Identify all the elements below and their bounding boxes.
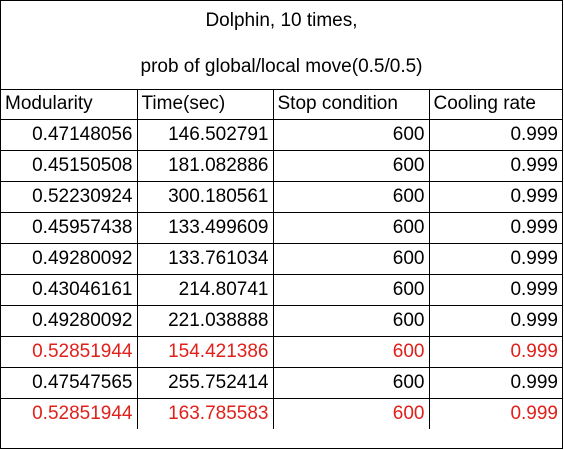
cell-cooling-rate: 0.999 [428,181,562,213]
title-line-2: prob of global/local move(0.5/0.5) [140,56,423,77]
cell-cooling-rate: 0.999 [428,367,562,399]
cell-time: 214.80741 [136,274,274,306]
table-row: 0.52851944 154.421386 600 0.999 [1,336,562,368]
table-row: 0.45957438 133.499609 600 0.999 [1,212,562,244]
cell-modularity: 0.47148056 [1,119,138,151]
cell-stop-condition: 600 [272,274,430,306]
cell-cooling-rate: 0.999 [428,119,562,151]
table-row: 0.52851944 163.785583 600 0.999 [1,398,562,429]
cell-cooling-rate: 0.999 [428,243,562,275]
table-row: 0.43046161 214.80741 600 0.999 [1,274,562,306]
cell-stop-condition: 600 [272,119,430,151]
column-header-stop-condition: Stop condition [272,89,430,120]
table-row: 0.49280092 133.761034 600 0.999 [1,243,562,275]
table-row: 0.52230924 300.180561 600 0.999 [1,181,562,213]
cell-modularity: 0.47547565 [1,367,138,399]
table-row: 0.47148056 146.502791 600 0.999 [1,119,562,151]
cell-modularity: 0.52851944 [1,336,138,368]
table-body: 0.47148056 146.502791 600 0.999 0.45150508 18… [1,119,562,429]
cell-cooling-rate: 0.999 [428,150,562,182]
title-line-1: Dolphin, 10 times, [205,10,358,31]
cell-time: 133.499609 [136,212,274,244]
cell-time: 181.082886 [136,150,274,182]
cell-cooling-rate: 0.999 [428,212,562,244]
cell-cooling-rate: 0.999 [428,274,562,306]
table-row: 0.47547565 255.752414 600 0.999 [1,367,562,399]
cell-modularity: 0.52230924 [1,181,138,213]
results-table: Modularity Time(sec) Stop condition Cool… [1,89,562,429]
cell-time: 300.180561 [136,181,274,213]
table-row: 0.45150508 181.082886 600 0.999 [1,150,562,182]
cell-stop-condition: 600 [272,212,430,244]
cell-cooling-rate: 0.999 [428,305,562,337]
cell-cooling-rate: 0.999 [428,336,562,368]
cell-time: 146.502791 [136,119,274,151]
cell-time: 255.752414 [136,367,274,399]
cell-stop-condition: 600 [272,181,430,213]
column-header-time: Time(sec) [136,89,274,120]
cell-modularity: 0.45957438 [1,212,138,244]
table-row: 0.49280092 221.038888 600 0.999 [1,305,562,337]
cell-modularity: 0.43046161 [1,274,138,306]
cell-stop-condition: 600 [272,367,430,399]
column-header-modularity: Modularity [1,89,138,120]
cell-modularity: 0.52851944 [1,398,138,429]
cell-stop-condition: 600 [272,398,430,429]
title-block: Dolphin, 10 times, prob of global/local … [1,1,562,90]
column-header-cooling-rate: Cooling rate [428,89,562,120]
cell-stop-condition: 600 [272,305,430,337]
cell-time: 154.421386 [136,336,274,368]
cell-cooling-rate: 0.999 [428,398,562,429]
cell-modularity: 0.45150508 [1,150,138,182]
cell-stop-condition: 600 [272,150,430,182]
cell-modularity: 0.49280092 [1,243,138,275]
cell-time: 163.785583 [136,398,274,429]
cell-time: 221.038888 [136,305,274,337]
cell-modularity: 0.49280092 [1,305,138,337]
header-row: Modularity Time(sec) Stop condition Cool… [1,89,562,120]
cell-time: 133.761034 [136,243,274,275]
cell-stop-condition: 600 [272,243,430,275]
cell-stop-condition: 600 [272,336,430,368]
